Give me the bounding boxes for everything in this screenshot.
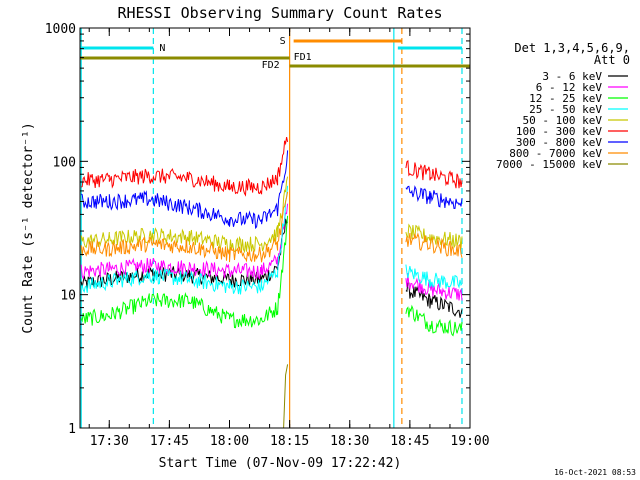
mode-bar-label-fd1: FD1 <box>294 52 312 63</box>
series-300-800-kev-part-0 <box>80 150 289 230</box>
legend-label-300-800-kev: 300 - 800 keV <box>516 136 602 149</box>
y-tick-label: 100 <box>53 155 76 170</box>
series-300-800-kev-part-1 <box>405 185 463 210</box>
x-tick-label: 18:45 <box>390 434 429 449</box>
x-tick-label: 18:30 <box>330 434 369 449</box>
mode-bar-label-s: S <box>280 36 286 47</box>
series-25-50-kev-part-0 <box>80 185 289 295</box>
mode-bar-label-n: N <box>159 43 165 54</box>
legend-label-50-100-kev: 50 - 100 keV <box>523 114 603 127</box>
series-50-100-kev-part-0 <box>80 176 289 254</box>
legend-label-7000-15000-kev: 7000 - 15000 keV <box>496 158 602 171</box>
legend-label-3-6-kev: 3 - 6 keV <box>542 70 602 83</box>
x-tick-label: 19:00 <box>450 434 489 449</box>
plot-frame <box>79 27 471 429</box>
legend-subtitle: Att 0 <box>594 53 630 67</box>
series-800-7000-kev-part-0 <box>80 191 289 263</box>
x-tick-label: 17:45 <box>150 434 189 449</box>
legend-title: Det 1,3,4,5,6,9, <box>514 41 630 55</box>
chart-overlays: N S FD1 FD2 <box>80 28 470 428</box>
series-12-25-kev-part-1 <box>405 304 463 337</box>
y-tick-label: 10 <box>60 289 76 304</box>
series-3-6-kev-part-1 <box>405 282 463 318</box>
x-tick-label: 18:15 <box>270 434 309 449</box>
series-12-25-kev-part-0 <box>80 215 289 329</box>
series-25-50-kev-part-1 <box>405 264 463 289</box>
legend-label-6-12-kev: 6 - 12 keV <box>536 81 603 94</box>
legend-label-12-25-kev: 12 - 25 keV <box>529 92 602 105</box>
legend-label-25-50-kev: 25 - 50 keV <box>529 103 602 116</box>
x-tick-label: 18:00 <box>210 434 249 449</box>
series-7000-15000-kev-part-0 <box>283 364 289 429</box>
y-tick-label: 1000 <box>45 22 76 37</box>
series-50-100-kev-part-1 <box>405 223 463 249</box>
y-tick-label: 1 <box>68 422 76 437</box>
series-6-12-kev-part-1 <box>405 273 463 301</box>
plot-timestamp: 16-Oct-2021 08:53 <box>554 468 636 477</box>
series-group <box>80 136 463 429</box>
x-tick-label: 17:30 <box>90 434 129 449</box>
mode-bar-label-fd2: FD2 <box>262 60 280 71</box>
legend-label-100-300-kev: 100 - 300 keV <box>516 125 602 138</box>
chart-title: RHESSI Observing Summary Count Rates <box>117 4 442 22</box>
series-100-300-kev-part-0 <box>80 136 289 197</box>
axes-group: 1 10 100 1000 17:30 17:45 18:00 18:15 18:30 18:45… <box>45 22 490 449</box>
series-800-7000-kev-part-1 <box>405 232 463 258</box>
series-100-300-kev-part-1 <box>405 159 463 189</box>
legend-label-800-7000-kev: 800 - 7000 keV <box>509 147 602 160</box>
y-axis-label: Count Rate (s⁻¹ detector⁻¹) <box>21 122 36 333</box>
series-6-12-kev-part-0 <box>80 203 289 280</box>
x-axis-label: Start Time (07-Nov-09 17:22:42) <box>159 456 402 471</box>
